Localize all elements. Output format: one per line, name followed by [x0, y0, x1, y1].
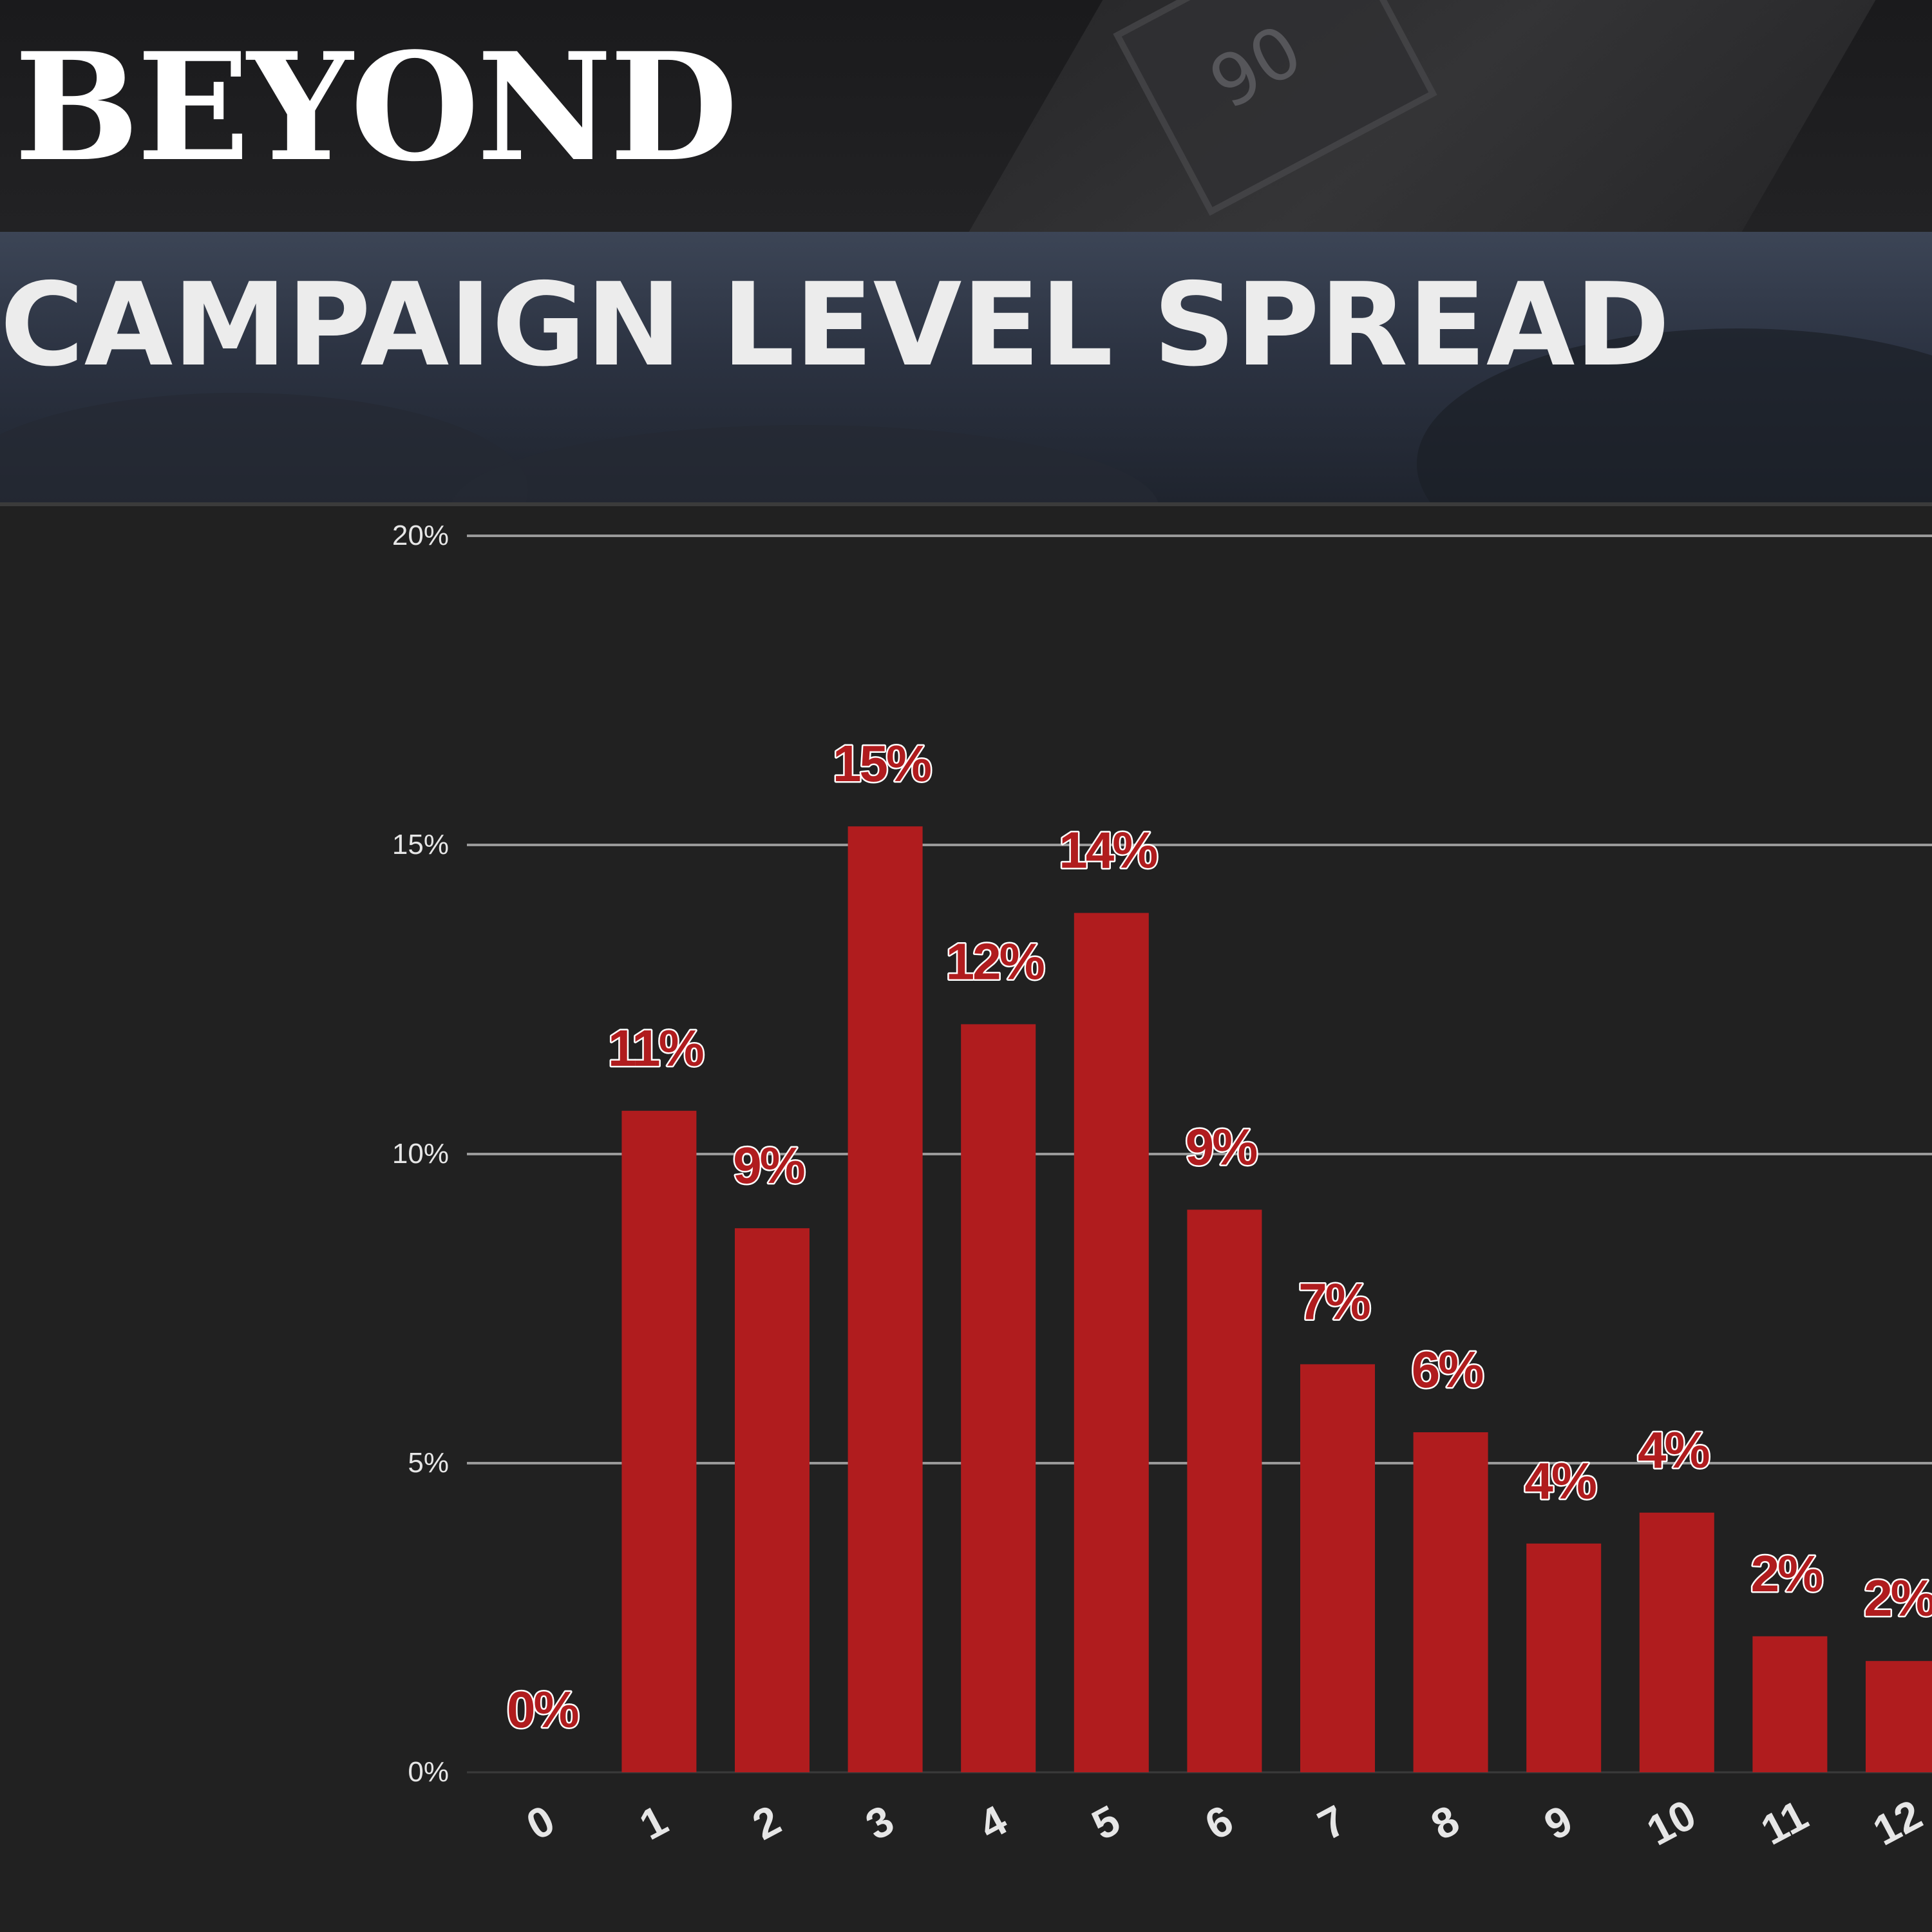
- bar-level-9: [1526, 1543, 1602, 1772]
- x-axis-ticks: 0 1 2 3 4 5 6 7 8 9 10 11 12: [518, 1790, 1929, 1855]
- x-tick-label: 9: [1537, 1795, 1580, 1849]
- banner-texture: [451, 425, 1159, 502]
- bar-chart: 0%5%10%15%20% 0%11%9%15%12%14%9%7%6%4%4%…: [392, 520, 1932, 1855]
- data-label: 4%: [1524, 1452, 1596, 1510]
- y-tick-label: 10%: [392, 1138, 449, 1170]
- title-banner: [0, 232, 1932, 502]
- bar-level-3: [848, 826, 923, 1772]
- data-label: 14%: [1059, 822, 1157, 879]
- data-label: 7%: [1298, 1273, 1370, 1330]
- data-label: 2%: [1864, 1569, 1932, 1627]
- bar-level-8: [1413, 1432, 1488, 1772]
- data-label: 12%: [946, 933, 1045, 990]
- bar-level-10: [1639, 1512, 1714, 1772]
- x-tick-label: 5: [1084, 1795, 1127, 1849]
- bar-level-6: [1187, 1209, 1262, 1772]
- data-labels: 0% 11% 9% 15% 12%14% 9% 7% 6% 4% 4% 2% 2%: [505, 734, 1932, 1740]
- bar-level-4: [961, 1024, 1036, 1772]
- data-label: 9%: [1186, 1118, 1257, 1175]
- header-background-art: [969, 0, 1891, 232]
- data-label: 2%: [1751, 1545, 1823, 1602]
- y-tick-label: 0%: [408, 1756, 449, 1788]
- brand-logo: BEYOND: [14, 21, 738, 194]
- bar-level-7: [1300, 1364, 1375, 1772]
- bar-level-12: [1866, 1661, 1932, 1772]
- x-tick-label: 7: [1311, 1795, 1354, 1849]
- page-title: CAMPAIGN LEVEL SPREAD: [0, 258, 1671, 392]
- data-label: 15%: [833, 735, 931, 792]
- bars: [621, 826, 1932, 1772]
- y-tick-label: 15%: [392, 829, 449, 860]
- x-tick-label: 12: [1865, 1790, 1929, 1855]
- x-tick-label: 10: [1639, 1790, 1703, 1855]
- data-label: 0%: [507, 1681, 578, 1738]
- x-tick-label: 11: [1753, 1791, 1815, 1854]
- x-tick-label: 1: [632, 1795, 675, 1849]
- x-tick-label: 4: [971, 1795, 1014, 1849]
- x-tick-label: 2: [745, 1795, 788, 1849]
- y-tick-label: 5%: [408, 1447, 449, 1479]
- data-label: 9%: [733, 1137, 804, 1194]
- y-tick-label: 20%: [392, 520, 449, 551]
- x-tick-label: 3: [858, 1795, 901, 1849]
- x-tick-label: 0: [518, 1795, 562, 1849]
- x-tick-label: 6: [1197, 1795, 1240, 1849]
- header-divider: [0, 502, 1932, 506]
- bar-level-11: [1752, 1636, 1828, 1772]
- data-label: 6%: [1412, 1341, 1483, 1398]
- data-label: 4%: [1638, 1421, 1709, 1479]
- banner-texture: [0, 393, 528, 502]
- y-axis-ticks: 0% 5% 10% 15% 20%: [392, 520, 449, 1788]
- brand-header: 90 BEYOND: [0, 0, 1932, 232]
- bar-level-5: [1074, 913, 1149, 1772]
- bar-level-1: [621, 1110, 697, 1772]
- bar-level-2: [735, 1228, 810, 1772]
- x-tick-label: 8: [1423, 1795, 1466, 1849]
- data-label: 11%: [608, 1019, 704, 1077]
